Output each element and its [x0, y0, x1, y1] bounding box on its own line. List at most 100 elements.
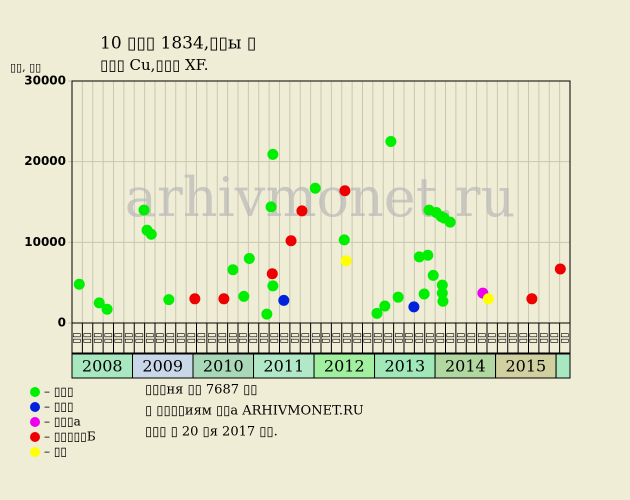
legend-label: – ▯▯▯а	[44, 415, 81, 429]
column-label: ▯▯	[227, 332, 238, 343]
column-label: ▯▯	[165, 332, 176, 343]
data-point	[73, 278, 85, 290]
column-label: ▯▯	[466, 332, 477, 343]
column-label: ▯▯	[82, 332, 93, 343]
year-label: 2010	[203, 357, 244, 376]
column-label: ▯▯	[196, 332, 207, 343]
data-point	[309, 182, 321, 194]
data-point	[418, 288, 430, 300]
data-point	[296, 205, 308, 217]
chart-subtitle: ▯▯▯ Cu,▯▯▯ XF.	[100, 56, 209, 74]
column-label-frame	[71, 322, 571, 354]
column-label: ▯▯	[207, 332, 218, 343]
year-label: 2011	[263, 357, 304, 376]
data-point	[338, 234, 350, 246]
chart-title: 10 ▯▯▯ 1834,▯▯ы ▯	[100, 34, 256, 54]
data-point	[145, 228, 157, 240]
column-label: ▯▯	[456, 332, 467, 343]
note: ▯ ▯▯▯▯иям ▯▯а ARHIVMONET.RU	[145, 404, 364, 419]
year-band-tail	[555, 353, 571, 379]
year-band	[495, 353, 557, 379]
legend-label: – ▯▯	[44, 445, 67, 459]
data-point	[278, 294, 290, 306]
column-label: ▯▯	[383, 332, 394, 343]
data-point	[265, 201, 277, 213]
legend-marker	[30, 417, 40, 427]
data-point	[93, 297, 105, 309]
data-point	[261, 308, 273, 320]
column-label: ▯▯	[424, 332, 435, 343]
column-label: ▯▯	[258, 332, 269, 343]
column-label: ▯▯	[362, 332, 373, 343]
column-label: ▯▯	[435, 332, 446, 343]
column-label: ▯▯	[393, 332, 404, 343]
column-label: ▯▯	[186, 332, 197, 343]
data-point	[526, 293, 538, 305]
column-label: ▯▯	[373, 332, 384, 343]
column-label: ▯▯	[497, 332, 508, 343]
column-label: ▯▯	[487, 332, 498, 343]
column-label: ▯▯	[217, 332, 228, 343]
year-label: 2009	[142, 357, 183, 376]
legend-label: – ▯▯▯▯▯Б	[44, 430, 96, 444]
data-point	[189, 293, 201, 305]
column-label: ▯▯	[238, 332, 249, 343]
column-label: ▯▯	[518, 332, 529, 343]
data-point	[408, 301, 420, 313]
data-point	[243, 252, 255, 264]
column-label: ▯▯	[528, 332, 539, 343]
data-point	[238, 290, 250, 302]
y-tick-label: 0	[58, 316, 66, 330]
column-label: ▯▯	[134, 332, 145, 343]
y-tick-label: 10000	[24, 235, 66, 249]
data-point	[392, 291, 404, 303]
watermark: arhivmonet.ru	[125, 166, 515, 229]
data-point	[437, 295, 449, 307]
year-label: 2012	[324, 357, 365, 376]
column-label: ▯▯	[310, 332, 321, 343]
data-point	[385, 136, 397, 147]
data-point	[379, 300, 391, 312]
column-label: ▯▯	[72, 332, 83, 343]
data-point	[101, 303, 113, 315]
column-label: ▯▯	[331, 332, 342, 343]
legend-label: – ▯▯▯	[44, 385, 74, 399]
data-point	[422, 249, 434, 261]
year-band	[253, 353, 315, 379]
data-point	[444, 216, 456, 228]
legend-marker	[30, 402, 40, 412]
data-point	[482, 293, 494, 305]
year-label: 2008	[82, 357, 123, 376]
column-label: ▯▯	[476, 332, 487, 343]
data-point	[413, 251, 425, 263]
year-label: 2014	[445, 357, 486, 376]
column-label: ▯▯	[175, 332, 186, 343]
column-label: ▯▯	[352, 332, 363, 343]
note: ▯▯▯ня ▯▯ 7687 ▯▯	[145, 383, 257, 398]
y-tick-label: 30000	[24, 74, 66, 88]
y-tick-label: 20000	[24, 154, 66, 168]
data-point	[436, 279, 448, 291]
year-band	[434, 353, 497, 379]
column-label: ▯▯	[559, 332, 570, 343]
column-label: ▯▯	[144, 332, 155, 343]
data-point	[163, 294, 175, 306]
data-point	[554, 263, 566, 275]
data-point	[427, 269, 439, 281]
data-point	[266, 268, 278, 280]
column-label: ▯▯	[549, 332, 560, 343]
column-label: ▯▯	[269, 332, 280, 343]
year-label: 2013	[384, 357, 425, 376]
column-label: ▯▯	[124, 332, 135, 343]
column-label: ▯▯	[445, 332, 456, 343]
year-band	[192, 353, 255, 379]
column-label: ▯▯	[103, 332, 114, 343]
data-point	[436, 287, 448, 299]
data-point	[227, 264, 239, 276]
column-label: ▯▯	[113, 332, 124, 343]
legend-marker	[30, 387, 40, 397]
legend-label: – ▯▯▯	[44, 400, 74, 414]
year-band	[71, 353, 134, 379]
